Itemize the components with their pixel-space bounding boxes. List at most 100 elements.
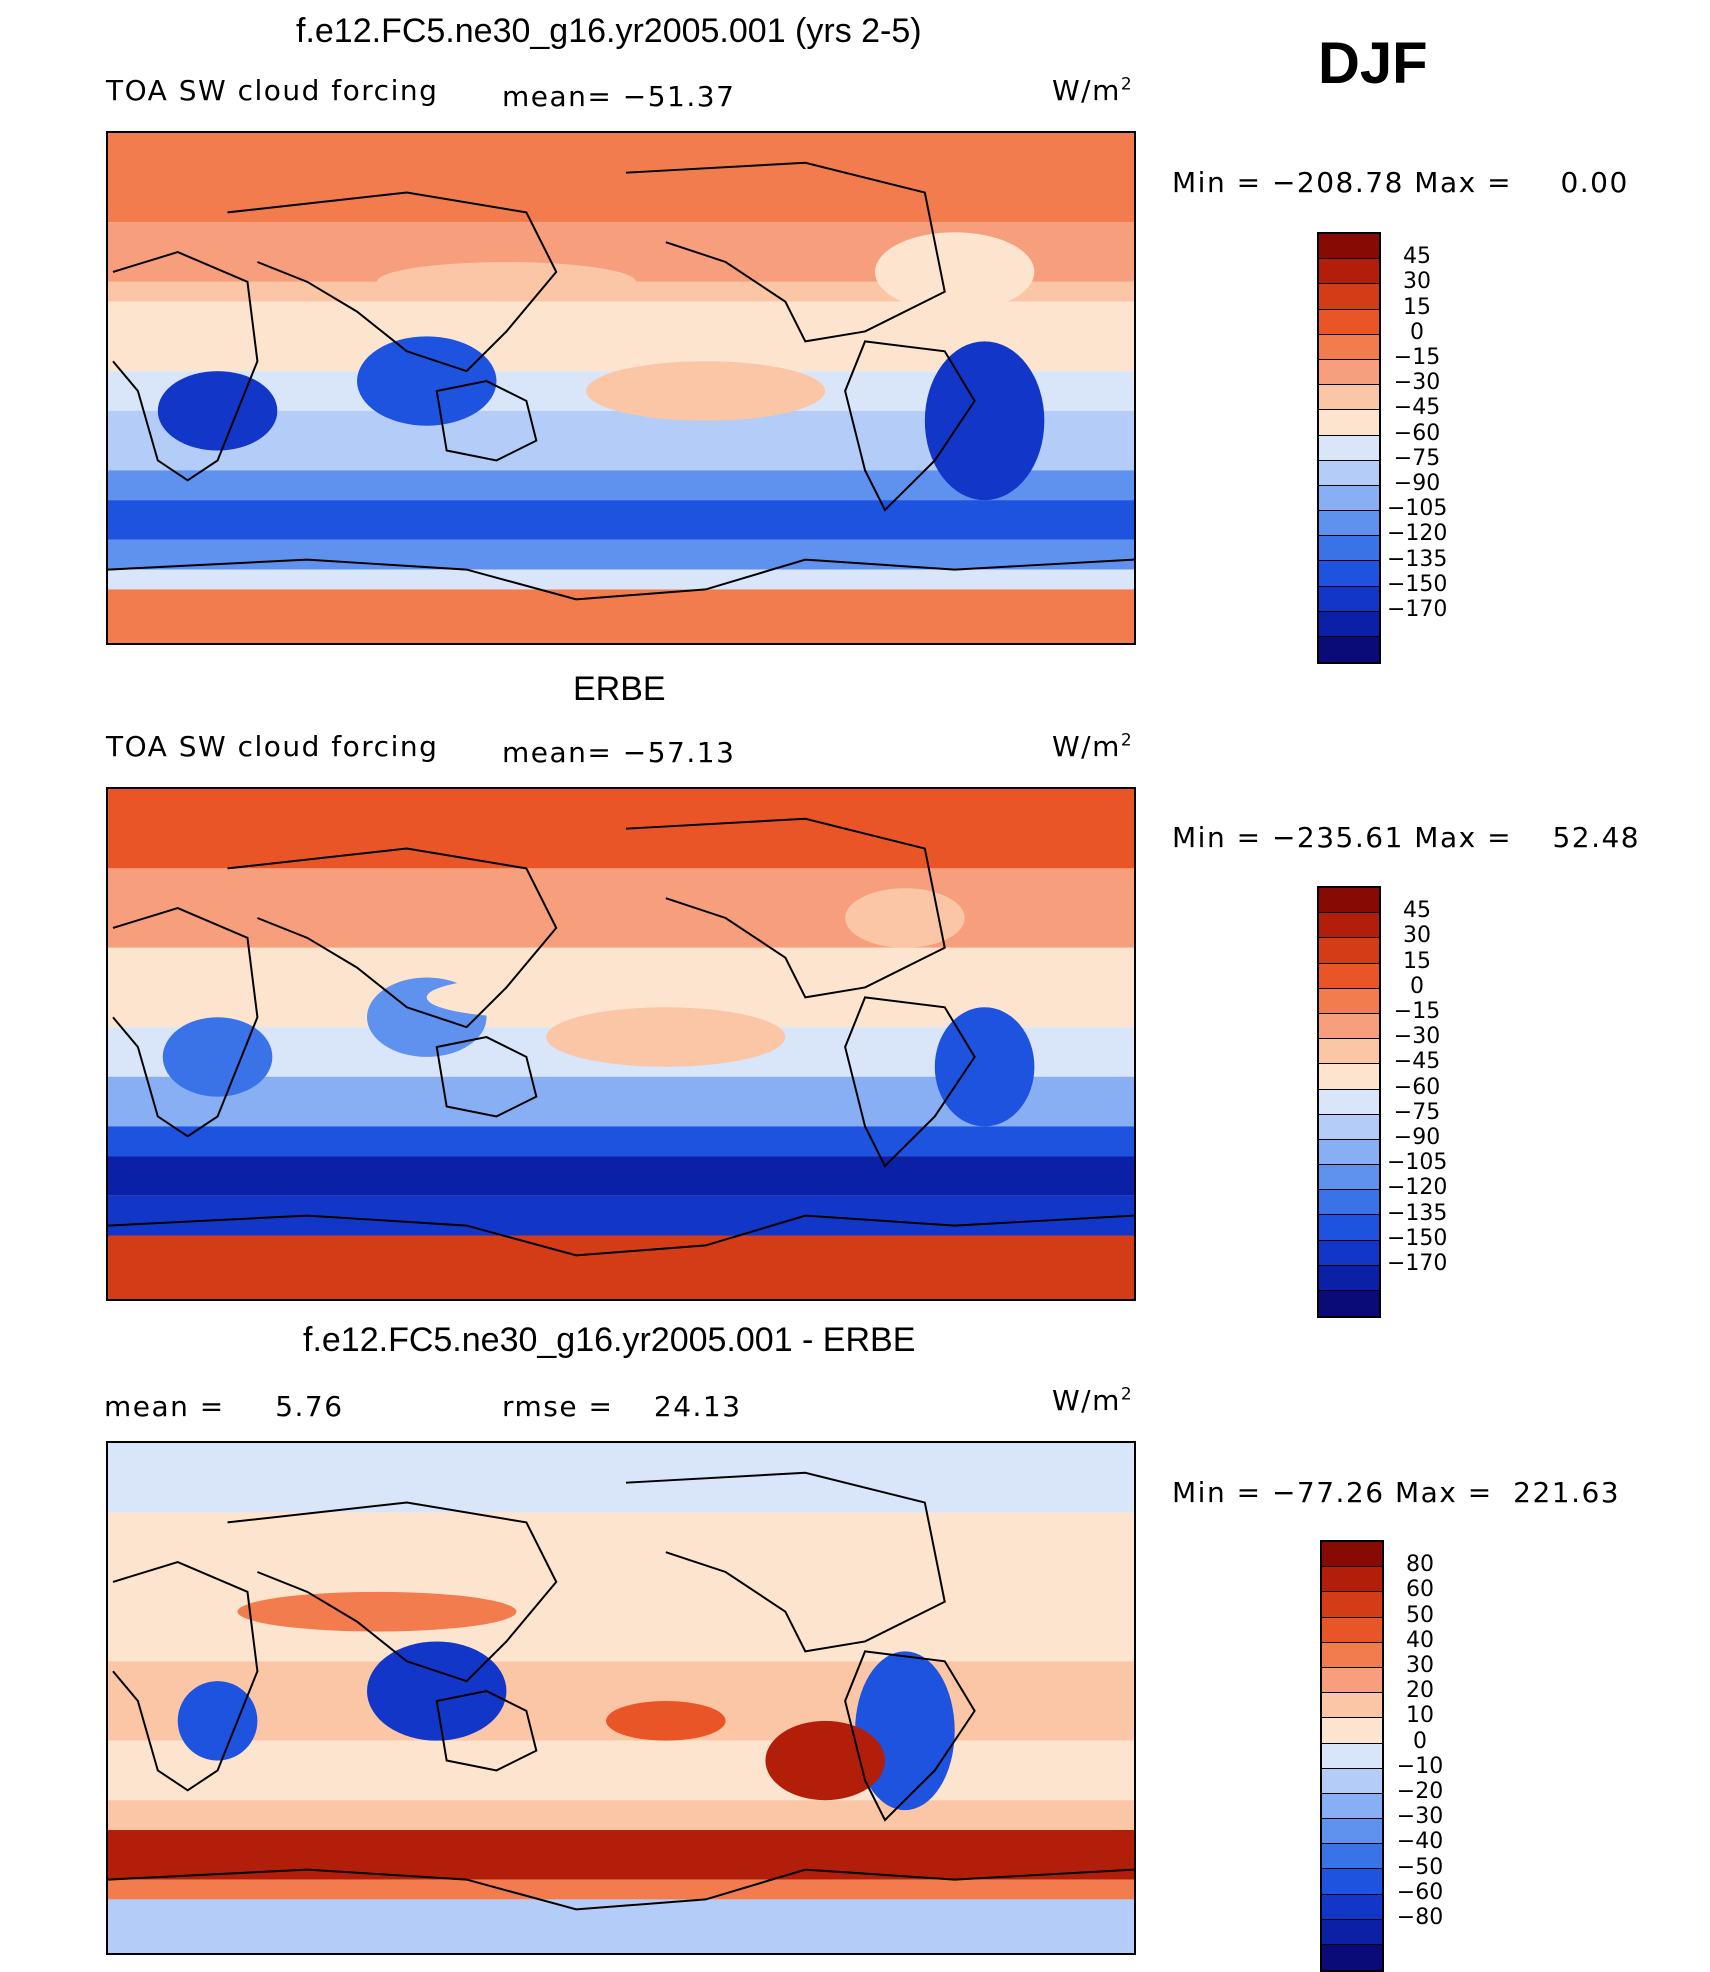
- panel2-map: [106, 787, 1136, 1301]
- colorbar-segment: [1319, 485, 1379, 512]
- colorbar-segment: [1319, 359, 1379, 386]
- australia-coastline: [435, 380, 538, 462]
- colorbar-segment: [1322, 1919, 1382, 1945]
- colorbar-segment: [1319, 385, 1379, 411]
- colorbar-tick-label: −170: [1387, 597, 1448, 622]
- panel2-mean-label: mean=: [502, 736, 613, 769]
- field-band: [108, 539, 1134, 570]
- field-band: [108, 1512, 1134, 1572]
- panel3-mean: mean = 5.76: [104, 1390, 344, 1423]
- panel3-max-value: 221.63: [1513, 1476, 1621, 1509]
- colorbar-tick-label: −120: [1387, 521, 1448, 547]
- panel3-minmax-label: Min = −77.26 Max =: [1172, 1476, 1493, 1509]
- colorbar-tick-label: 10: [1406, 1703, 1434, 1729]
- panel1-map-svg: [108, 133, 1134, 643]
- colorbar-segment: [1319, 284, 1379, 310]
- colorbar-segment: [1319, 1064, 1379, 1090]
- colorbar-tick-label: −60: [1396, 1879, 1444, 1905]
- colorbar-segment: [1319, 1165, 1379, 1191]
- colorbar-segment: [1322, 1693, 1382, 1719]
- field-region: [934, 1007, 1035, 1127]
- antarctica-coastline: [108, 1214, 1134, 1257]
- field-region: [586, 361, 826, 421]
- field-region: [177, 1681, 258, 1761]
- colorbar-segment: [1319, 637, 1379, 663]
- colorbar-tick-label: −105: [1387, 1150, 1448, 1176]
- colorbar-segment: [1322, 1844, 1382, 1870]
- panel2-units-text: W/m: [1052, 730, 1121, 763]
- colorbar-segment: [1319, 586, 1379, 612]
- colorbar-segment: [1319, 1114, 1379, 1140]
- south-america-coastline: [844, 1650, 976, 1822]
- colorbar-segment: [1319, 234, 1379, 260]
- panel1-mean: mean= −51.37: [502, 80, 735, 113]
- field-region: [765, 1720, 885, 1801]
- colorbar-tick-label: −75: [1393, 1099, 1441, 1125]
- colorbar-tick-label: −150: [1387, 571, 1448, 597]
- panel2-variable-label: TOA SW cloud forcing: [106, 730, 439, 763]
- field-region: [606, 1700, 726, 1741]
- colorbar-tick-label: 0: [1410, 319, 1424, 345]
- panel2-mean: mean= −57.13: [502, 736, 735, 769]
- colorbar-segment: [1319, 1089, 1379, 1115]
- panel2-colorbar: [1317, 886, 1381, 1319]
- colorbar-segment: [1322, 1768, 1382, 1794]
- north-america-coastline: [625, 817, 946, 999]
- colorbar-segment: [1319, 938, 1379, 964]
- colorbar-segment: [1319, 988, 1379, 1014]
- field-band: [108, 1879, 1134, 1900]
- colorbar-tick-label: 15: [1403, 294, 1431, 320]
- panel3-units-text: W/m: [1052, 1384, 1121, 1417]
- colorbar-tick-label: −50: [1396, 1854, 1444, 1880]
- field-region: [357, 336, 497, 426]
- colorbar-tick-label: −45: [1393, 1049, 1441, 1075]
- colorbar-tick-label: −15: [1393, 345, 1441, 370]
- asia-coastline: [227, 191, 558, 373]
- colorbar-tick-label: −150: [1387, 1225, 1448, 1251]
- field-region: [366, 1641, 507, 1741]
- colorbar-segment: [1319, 1039, 1379, 1065]
- panel1-title: f.e12.FC5.ne30_g16.yr2005.001 (yrs 2-5): [296, 12, 922, 50]
- field-band: [108, 1740, 1134, 1801]
- panel2-minmax-label: Min = −235.61 Max =: [1172, 821, 1513, 854]
- colorbar-tick-label: 50: [1406, 1602, 1434, 1628]
- colorbar-segment: [1319, 1139, 1379, 1166]
- panel1-units-exp: 2: [1120, 74, 1134, 95]
- panel3-mean-value: 5.76: [275, 1390, 344, 1423]
- panel2-map-svg: [108, 789, 1134, 1299]
- colorbar-segment: [1322, 1642, 1382, 1668]
- colorbar-tick-label: −135: [1387, 546, 1448, 572]
- colorbar-segment: [1319, 561, 1379, 587]
- colorbar-tick-label: 0: [1410, 973, 1424, 999]
- field-band: [108, 500, 1134, 540]
- panel1-minmax: Min = −208.78 Max = 0.00: [1172, 166, 1629, 199]
- field-region: [546, 1007, 786, 1067]
- panel1-units-text: W/m: [1052, 74, 1121, 107]
- panel3-map: [106, 1441, 1136, 1955]
- field-band: [108, 1126, 1134, 1157]
- colorbar-segment: [1322, 1718, 1382, 1744]
- colorbar-segment: [1319, 435, 1379, 461]
- colorbar-segment: [1319, 888, 1379, 914]
- panel2-mean-value: −57.13: [622, 736, 736, 769]
- antarctica-coastline: [108, 1868, 1134, 1911]
- field-band: [108, 569, 1134, 590]
- colorbar-segment: [1319, 334, 1379, 360]
- panel1-units: W/m2: [1052, 74, 1133, 107]
- panel3-map-svg: [108, 1443, 1134, 1953]
- colorbar-tick-label: −60: [1393, 420, 1441, 446]
- australia-coastline: [435, 1690, 538, 1772]
- australia-coastline: [435, 1036, 538, 1118]
- colorbar-tick-label: 60: [1406, 1577, 1434, 1603]
- north-america-coastline: [625, 1471, 946, 1653]
- colorbar-segment: [1319, 460, 1379, 486]
- panel1-mean-value: −51.37: [622, 80, 736, 113]
- field-band: [108, 1443, 1134, 1513]
- panel1-mean-label: mean=: [502, 80, 613, 113]
- colorbar-tick-label: −105: [1387, 496, 1448, 522]
- colorbar-tick-label: −15: [1393, 999, 1441, 1024]
- colorbar-tick-label: 30: [1406, 1653, 1434, 1678]
- colorbar-tick-label: −45: [1393, 395, 1441, 421]
- colorbar-tick-label: 30: [1403, 923, 1431, 949]
- africa-coastline: [112, 251, 259, 482]
